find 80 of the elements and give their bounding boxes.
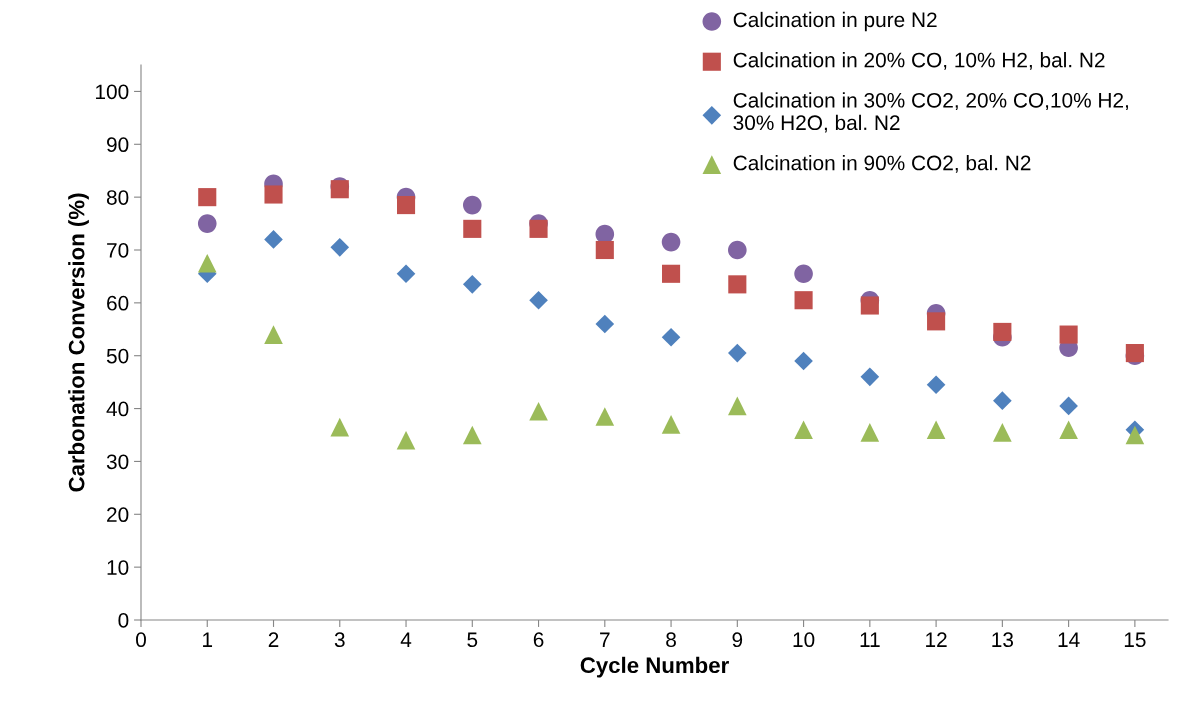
y-tick-label: 50: [106, 348, 129, 364]
point: [661, 232, 681, 252]
point: [1125, 425, 1145, 445]
x-tick-label: 1: [203, 632, 213, 647]
point: [197, 253, 217, 273]
point: [264, 185, 283, 204]
legend-label: Calcination in pure N2: [733, 11, 937, 32]
point: [462, 425, 482, 445]
point: [529, 290, 548, 310]
point: [662, 264, 681, 283]
point: [860, 423, 880, 442]
x-tick-label: 4: [400, 632, 412, 647]
point: [198, 188, 217, 207]
point: [1059, 325, 1078, 344]
point: [396, 264, 416, 284]
y-tick-label: 40: [106, 401, 129, 417]
x-tick-label: 13: [992, 632, 1014, 648]
point: [993, 423, 1012, 442]
y-tick-label: 0: [118, 613, 129, 628]
y-tick-label: 70: [107, 243, 129, 258]
point: [728, 396, 747, 416]
legend-label: Calcination in 30% CO2, 20% CO,10% H2, 30% H2O, bal. N2: [733, 92, 1128, 133]
point: [794, 420, 813, 440]
point: [595, 314, 615, 334]
point: [661, 327, 681, 347]
point: [462, 275, 482, 294]
x-tick-label: 15: [1124, 632, 1146, 648]
point: [728, 275, 747, 294]
point: [926, 420, 946, 440]
x-tick-label: 3: [334, 632, 345, 648]
point: [728, 240, 747, 260]
y-tick-label: 30: [106, 454, 129, 470]
x-tick-label: 9: [732, 632, 743, 648]
point: [1059, 420, 1078, 440]
point: [595, 240, 614, 260]
legend-label: Calcination in 90% CO2, bal. N2: [733, 155, 1031, 173]
point: [595, 224, 615, 244]
x-axis-title: Cycle Number: [580, 656, 729, 678]
point: [794, 291, 813, 310]
y-tick-label: 20: [107, 507, 129, 523]
point: [529, 401, 548, 421]
x-tick-label: 11: [860, 632, 880, 647]
point: [1059, 396, 1078, 416]
point: [860, 296, 879, 315]
point: [463, 219, 482, 238]
x-tick-label: 12: [926, 632, 947, 647]
point: [264, 325, 283, 344]
point: [396, 430, 416, 450]
x-tick-label: 7: [600, 632, 610, 647]
point: [462, 195, 482, 215]
y-tick-label: 80: [106, 190, 129, 205]
point: [794, 264, 813, 284]
x-tick-label: 14: [1058, 632, 1080, 647]
point: [197, 214, 217, 233]
point: [396, 196, 416, 215]
point: [264, 230, 283, 249]
x-tick-label: 5: [467, 632, 478, 648]
x-tick-label: 6: [533, 632, 544, 648]
y-tick-label: 10: [107, 560, 129, 575]
y-tick-label: 60: [107, 295, 129, 311]
point: [529, 219, 548, 238]
point: [330, 417, 350, 437]
point: [926, 375, 946, 395]
x-tick-label: 10: [793, 632, 815, 648]
point: [794, 351, 813, 371]
point: [993, 322, 1012, 341]
point: [860, 367, 880, 387]
point: [728, 343, 747, 363]
y-tick-label: 90: [107, 137, 129, 153]
y-axis-title: Carbonation Conversion (%): [68, 193, 89, 492]
point: [330, 238, 350, 257]
point: [927, 312, 946, 331]
x-tick-label: 0: [136, 632, 146, 648]
y-tick-label: 100: [96, 84, 129, 100]
point: [993, 391, 1012, 410]
point: [595, 407, 615, 426]
x-tick-label: 2: [268, 632, 279, 647]
point: [661, 415, 681, 434]
legend-label: Calcination in 20% CO, 10% H2, bal. N2: [733, 52, 1105, 70]
x-tick-label: 8: [666, 632, 676, 648]
